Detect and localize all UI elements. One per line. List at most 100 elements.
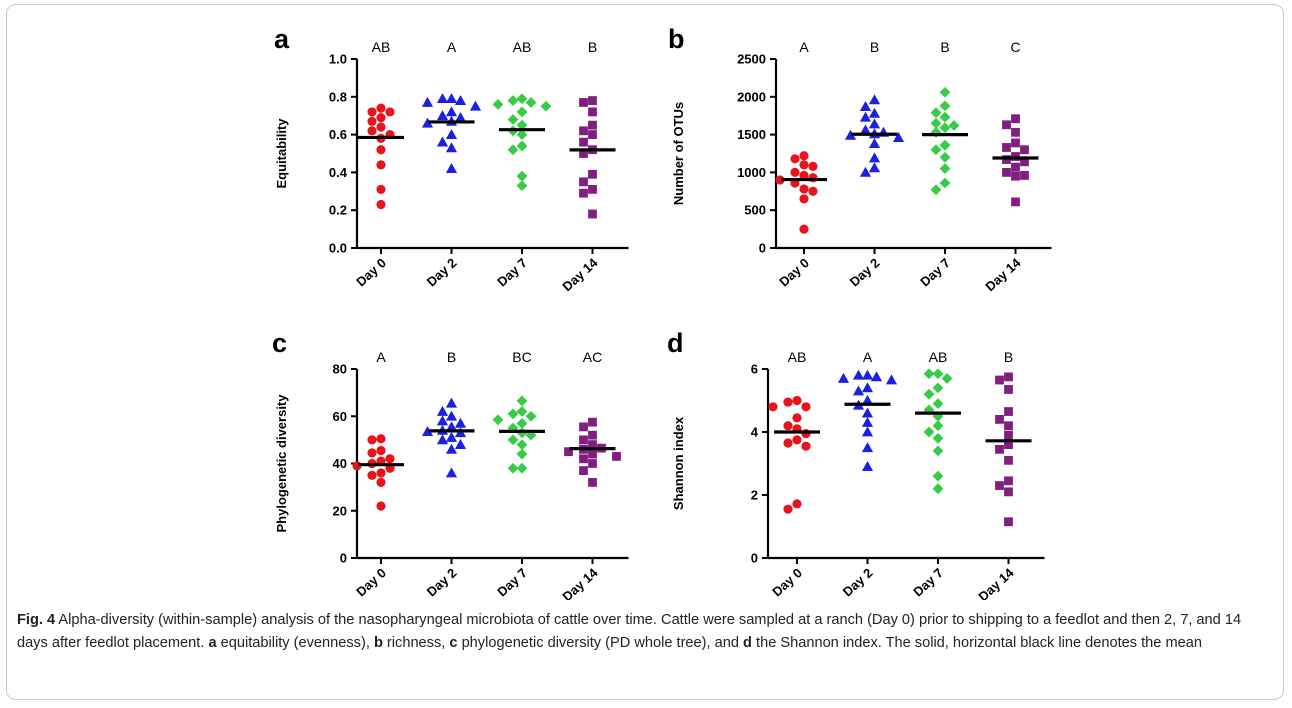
data-point-day2: [868, 94, 881, 105]
data-point-day7: [932, 445, 944, 457]
y-tick-label: 2: [751, 488, 758, 503]
data-point-day7: [516, 170, 528, 182]
y-tick-label: 500: [744, 203, 766, 218]
data-point-day14: [1011, 138, 1020, 148]
data-point-day2: [421, 96, 434, 107]
y-tick-label: 4: [751, 425, 759, 440]
y-tick-label: 6: [751, 362, 758, 377]
data-point-day0: [783, 504, 793, 514]
data-point-day2: [454, 417, 467, 428]
data-point-day2: [436, 415, 449, 426]
data-point-day7: [516, 406, 528, 417]
data-point-day14: [1004, 517, 1013, 527]
x-tick-label: Day 0: [353, 255, 389, 289]
data-point-day2: [469, 100, 482, 111]
data-point-day7: [492, 414, 504, 426]
significance-label: A: [863, 349, 873, 365]
data-point-day0: [783, 421, 793, 431]
data-point-day7: [932, 368, 944, 380]
data-point-day7: [507, 434, 519, 446]
y-tick-label: 80: [333, 362, 347, 377]
data-point-day2: [892, 132, 905, 142]
data-point-day7: [516, 140, 528, 152]
data-point-day2: [844, 129, 857, 140]
data-point-day2: [445, 443, 458, 454]
panel-letter: b: [668, 24, 685, 54]
data-point-day0: [768, 402, 778, 412]
data-point-day7: [516, 180, 528, 192]
significance-label: A: [376, 349, 386, 365]
data-point-day7: [516, 93, 528, 105]
data-point-day7: [923, 368, 935, 380]
data-point-day14: [1011, 127, 1020, 137]
data-point-day7: [939, 177, 951, 189]
data-point-day2: [868, 152, 881, 163]
significance-label: B: [870, 39, 879, 55]
caption-bold-segment: Fig. 4: [17, 612, 56, 628]
data-point-day2: [852, 385, 865, 396]
data-point-day7: [923, 388, 935, 400]
y-tick-label: 1500: [737, 127, 766, 142]
y-tick-label: 1000: [737, 165, 766, 180]
data-point-day2: [861, 442, 874, 453]
data-point-day14: [1004, 476, 1013, 486]
data-point-day14: [1004, 372, 1013, 382]
data-point-day0: [799, 194, 809, 204]
data-point-day14: [1004, 421, 1013, 431]
y-tick-label: 40: [333, 456, 347, 471]
data-point-day14: [1002, 168, 1011, 177]
data-point-day7: [932, 410, 944, 422]
data-point-day14: [1011, 171, 1020, 181]
data-point-day7: [507, 114, 519, 125]
data-point-day14: [995, 481, 1004, 490]
data-point-day2: [445, 163, 458, 173]
data-point-day2: [852, 369, 865, 380]
data-point-day0: [385, 454, 395, 464]
data-point-day0: [376, 122, 386, 132]
data-point-day14: [588, 185, 597, 194]
data-point-day0: [376, 468, 386, 478]
data-point-day2: [861, 426, 874, 437]
y-tick-label: 20: [333, 503, 347, 518]
caption-bold-segment: b: [373, 634, 383, 651]
data-point-day2: [454, 111, 467, 122]
data-point-day2: [861, 394, 874, 405]
data-point-day14: [588, 209, 597, 219]
data-point-day7: [939, 86, 951, 98]
significance-label: A: [799, 39, 809, 55]
data-point-day7: [507, 408, 519, 420]
data-point-day7: [932, 382, 944, 394]
x-tick-label: Day 0: [769, 565, 805, 599]
data-point-day0: [783, 397, 793, 407]
data-point-day7: [516, 106, 528, 118]
data-point-day14: [1004, 385, 1013, 394]
data-point-day2: [454, 439, 467, 449]
caption-text-segment: phylogenetic diversity (PD whole tree), …: [457, 634, 744, 651]
data-point-day14: [1004, 407, 1013, 416]
significance-label: AB: [788, 349, 807, 365]
data-point-day7: [948, 120, 960, 131]
data-point-day2: [445, 93, 458, 104]
data-point-day7: [492, 98, 504, 110]
data-point-day14: [579, 435, 588, 445]
y-tick-label: 1.0: [329, 52, 347, 67]
data-point-day7: [525, 410, 537, 422]
y-tick-label: 0: [340, 551, 347, 566]
y-tick-label: 0: [751, 551, 758, 566]
data-point-day7: [932, 470, 944, 482]
data-point-day14: [588, 107, 597, 117]
x-tick-label: Day 14: [982, 255, 1024, 295]
data-point-day0: [799, 160, 809, 170]
data-point-day0: [376, 199, 386, 210]
data-point-day2: [868, 162, 881, 173]
data-point-day14: [588, 478, 597, 487]
data-point-day7: [939, 111, 951, 123]
data-point-day2: [861, 416, 874, 427]
data-point-day2: [859, 101, 872, 111]
x-tick-label: Day 2: [424, 255, 460, 289]
panel-c: c Phylogenetic diversity 0 20 40 60 80 Day 0 A Da…: [272, 328, 629, 600]
data-point-day14: [1020, 157, 1029, 167]
data-point-day7: [932, 432, 944, 444]
data-point-day2: [861, 382, 874, 393]
data-point-day0: [790, 167, 800, 177]
